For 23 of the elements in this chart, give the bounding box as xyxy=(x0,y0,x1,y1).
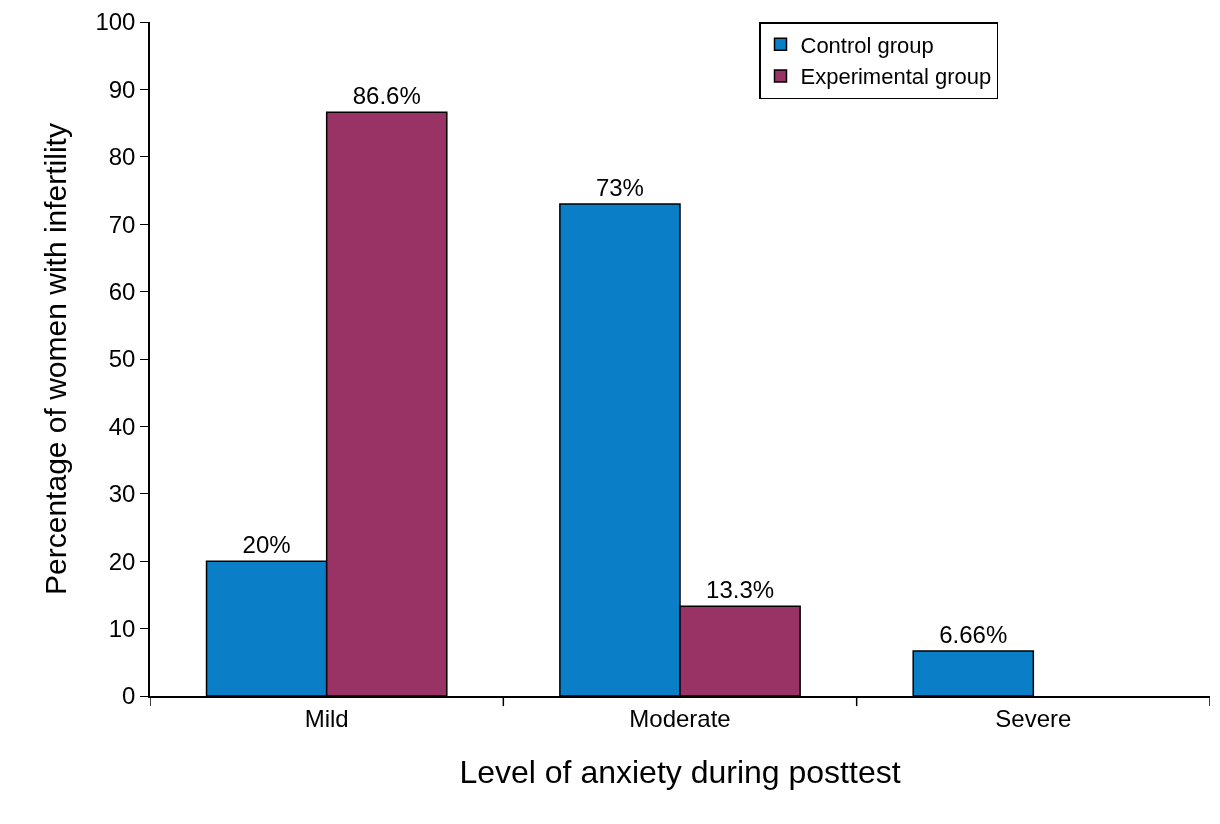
legend-label: Control group xyxy=(800,32,934,58)
x-axis-title: Level of anxiety during posttest xyxy=(459,753,901,790)
y-tick-label: 10 xyxy=(108,615,136,642)
y-tick-label: 50 xyxy=(108,345,136,373)
legend-label: Experimental group xyxy=(800,64,992,90)
y-tick-label: 60 xyxy=(108,278,136,305)
y-tick-label: 100 xyxy=(95,8,136,36)
x-tick-label: Severe xyxy=(995,704,1072,732)
data-label: 73% xyxy=(595,173,644,201)
data-label: 86.6% xyxy=(352,82,421,110)
y-tick-label: 80 xyxy=(108,143,136,171)
y-tick-label: 40 xyxy=(108,412,136,440)
x-tick-label: Moderate xyxy=(629,704,731,732)
y-tick-label: 30 xyxy=(108,480,136,508)
data-label: 20% xyxy=(242,531,291,559)
y-axis-title: Percentage of women with infertility xyxy=(38,123,72,595)
x-tick-label: Mild xyxy=(304,704,349,732)
y-tick-label: 0 xyxy=(122,682,136,710)
data-label: 6.66% xyxy=(939,621,1008,649)
data-label: 13.3% xyxy=(706,576,775,604)
y-tick-label: 70 xyxy=(108,210,136,238)
y-tick-label: 20 xyxy=(108,547,136,575)
y-tick-label: 90 xyxy=(108,75,136,103)
